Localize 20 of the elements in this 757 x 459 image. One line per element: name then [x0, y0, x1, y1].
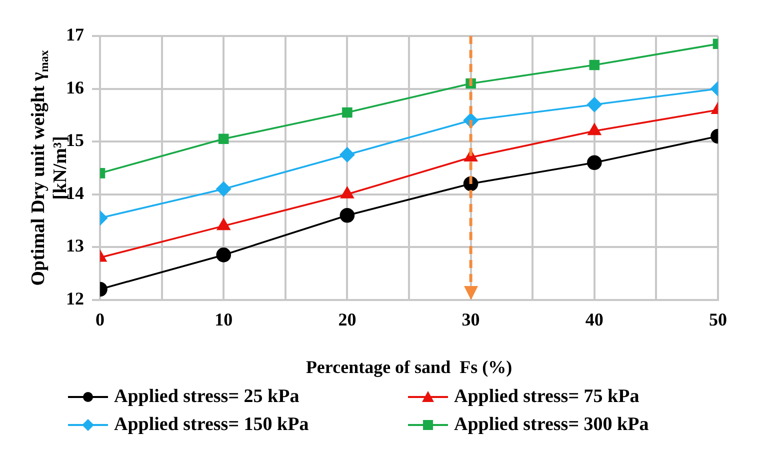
x-tick-label: 10 [214, 309, 233, 330]
y-tick-label: 15 [66, 130, 84, 150]
point [340, 208, 355, 223]
x-tick-label: 40 [585, 309, 604, 330]
legend-label: Applied stress= 25 kPa [114, 385, 300, 409]
y-tick-label: 12 [66, 288, 84, 308]
x-tick-label: 50 [709, 309, 727, 330]
point [340, 147, 355, 162]
legend-label: Applied stress= 300 kPa [454, 413, 649, 437]
y-tick-label: 17 [66, 24, 84, 45]
x-tick-label: 0 [96, 309, 104, 330]
legend-label: Applied stress= 75 kPa [454, 385, 640, 409]
y-tick-label: 16 [66, 77, 84, 98]
y-tick-label: 14 [66, 182, 84, 203]
x-axis-title: Percentage of sand Fs (%) [306, 356, 512, 377]
point [342, 107, 352, 118]
legend-label: Applied stress= 150 kPa [114, 413, 309, 437]
point [340, 186, 354, 198]
x-tick-label: 20 [338, 309, 356, 330]
x-tick-label: 30 [462, 309, 480, 330]
